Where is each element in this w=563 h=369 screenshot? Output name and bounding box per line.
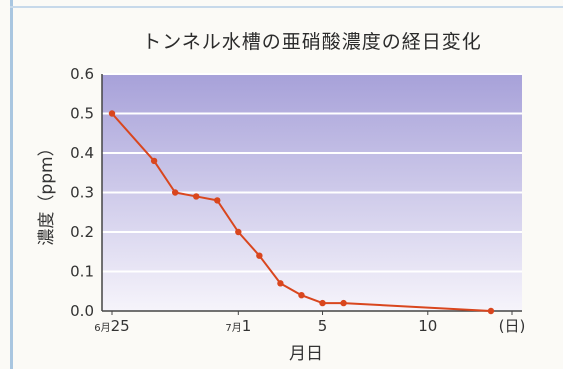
data-point xyxy=(319,299,326,307)
x-tick-label: (日) xyxy=(499,317,526,335)
data-point xyxy=(340,299,347,307)
x-tick-label: 6月25 xyxy=(94,317,129,335)
y-tick-labels: 0.0 0.1 0.2 0.3 0.4 0.5 0.6 xyxy=(70,65,94,320)
data-point xyxy=(214,197,221,204)
x-tick-day: 25 xyxy=(111,317,130,335)
x-tick-day: 1 xyxy=(242,317,252,335)
data-point xyxy=(150,157,158,165)
data-point xyxy=(235,228,242,236)
x-tick-label: 10 xyxy=(418,317,437,335)
x-tick-label: 5 xyxy=(318,317,328,335)
data-series xyxy=(108,110,495,315)
x-tick-label: 7月1 xyxy=(225,317,251,335)
x-tick-labels: 6月25 7月1 5 10 (日) xyxy=(94,311,525,335)
axes xyxy=(101,74,522,312)
data-point xyxy=(171,189,179,196)
frame-left-border xyxy=(10,0,13,369)
y-tick-label: 0.4 xyxy=(70,144,94,162)
y-tick-label: 0.3 xyxy=(70,184,94,202)
y-tick-label: 0.1 xyxy=(70,263,94,281)
y-tick-label: 0.2 xyxy=(70,223,94,241)
y-tick-label: 0.6 xyxy=(70,65,94,83)
y-axis-label: 濃度（ppm） xyxy=(37,139,57,245)
data-point xyxy=(277,280,284,287)
frame-top-border xyxy=(10,6,563,8)
gridlines xyxy=(102,73,522,273)
data-point xyxy=(256,252,263,259)
data-point xyxy=(487,307,495,315)
data-point xyxy=(193,193,200,200)
chart-title: トンネル水槽の亜硝酸濃度の経日変化 xyxy=(142,31,482,53)
x-tick-month: 6月 xyxy=(94,322,110,334)
series-line xyxy=(111,112,492,312)
y-tick-label: 0.0 xyxy=(70,302,94,320)
data-point xyxy=(108,110,116,117)
x-tick-month: 7月 xyxy=(225,322,241,334)
data-point xyxy=(298,292,305,299)
x-axis-label: 月日 xyxy=(289,344,323,364)
y-tick-label: 0.5 xyxy=(70,105,94,123)
